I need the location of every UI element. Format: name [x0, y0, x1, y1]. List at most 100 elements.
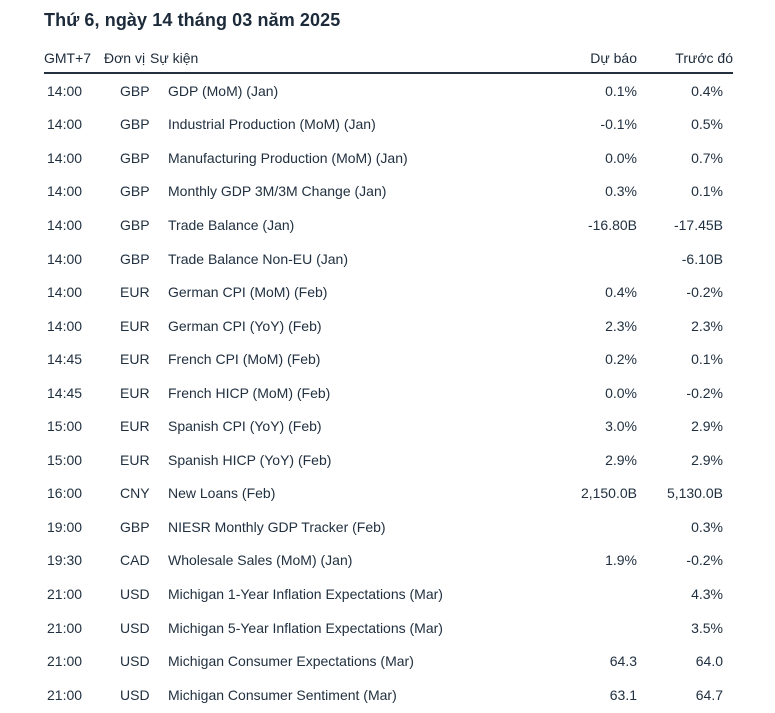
table-row[interactable]: 16:00 CNY New Loans (Feb) 2,150.0B 5,130… [47, 477, 723, 511]
event-forecast-value: -0.1% [600, 116, 637, 133]
event-name: Michigan Consumer Expectations (Mar) [168, 653, 414, 670]
table-row[interactable]: 14:00 GBP GDP (MoM) (Jan) 0.1% 0.4% [47, 74, 723, 108]
event-previous-value: 64.0 [695, 653, 723, 670]
event-name: Michigan Consumer Sentiment (Mar) [168, 686, 397, 703]
event-forecast-value: 63.1 [609, 686, 637, 703]
event-forecast-value: -16.80B [587, 216, 637, 233]
event-currency: GBP [120, 116, 150, 133]
event-forecast-value: 0.0% [605, 149, 637, 166]
event-time: 21:00 [47, 619, 83, 636]
event-previous-value: -0.2% [686, 552, 723, 569]
event-name: Industrial Production (MoM) (Jan) [168, 116, 376, 133]
event-forecast-value: 0.4% [605, 284, 637, 301]
table-row[interactable]: 14:00 GBP Trade Balance (Jan) -16.80B -1… [47, 208, 723, 242]
table-row[interactable]: 21:00 USD Michigan 5-Year Inflation Expe… [47, 611, 723, 645]
table-row[interactable]: 14:00 GBP Manufacturing Production (MoM)… [47, 141, 723, 175]
table-row[interactable]: 19:30 CAD Wholesale Sales (MoM) (Jan) 1.… [47, 544, 723, 578]
event-forecast-value: 2.3% [605, 317, 637, 334]
event-currency: EUR [120, 384, 150, 401]
event-name: Spanish HICP (YoY) (Feb) [168, 451, 332, 468]
table-row[interactable]: 14:00 EUR German CPI (YoY) (Feb) 2.3% 2.… [47, 309, 723, 343]
event-previous-value: 0.1% [691, 351, 723, 368]
table-row[interactable]: 14:00 GBP Industrial Production (MoM) (J… [47, 108, 723, 142]
event-currency: GBP [120, 149, 150, 166]
event-currency: GBP [120, 250, 150, 267]
event-time: 21:00 [47, 653, 83, 670]
event-forecast-value: 0.1% [605, 82, 637, 99]
event-name: New Loans (Feb) [168, 485, 276, 502]
table-row[interactable]: 14:45 EUR French HICP (MoM) (Feb) 0.0% -… [47, 376, 723, 410]
event-previous-value: 0.7% [691, 149, 723, 166]
event-name: GDP (MoM) (Jan) [168, 82, 279, 99]
event-previous-value: 3.5% [691, 619, 723, 636]
event-forecast-value: 0.0% [605, 384, 637, 401]
event-forecast-value: 0.2% [605, 351, 637, 368]
event-currency: EUR [120, 351, 150, 368]
table-row[interactable]: 14:45 EUR French CPI (MoM) (Feb) 0.2% 0.… [47, 342, 723, 376]
calendar-table-body: 14:00 GBP GDP (MoM) (Jan) 0.1% 0.4% 14:0… [47, 74, 723, 711]
event-time: 14:00 [47, 250, 83, 267]
event-time: 14:00 [47, 317, 83, 334]
event-name: Trade Balance Non-EU (Jan) [168, 250, 349, 267]
column-header-event: Sự kiện [150, 50, 199, 66]
event-previous-value: 2.3% [691, 317, 723, 334]
event-currency: USD [120, 686, 150, 703]
table-row[interactable]: 21:00 USD Michigan 1-Year Inflation Expe… [47, 577, 723, 611]
event-forecast-value: 2,150.0B [580, 485, 637, 502]
event-currency: GBP [120, 183, 150, 200]
column-header-currency: Đơn vị [104, 50, 146, 66]
table-row[interactable]: 21:00 USD Michigan Consumer Sentiment (M… [47, 678, 723, 712]
event-time: 14:45 [47, 351, 83, 368]
event-name: Michigan 1-Year Inflation Expectations (… [168, 585, 443, 602]
event-currency: EUR [120, 451, 150, 468]
event-previous-value: 4.3% [691, 585, 723, 602]
column-header-previous: Trước đó [675, 50, 733, 66]
event-previous-value: 64.7 [695, 686, 723, 703]
event-time: 14:00 [47, 149, 83, 166]
table-row[interactable]: 14:00 GBP Trade Balance Non-EU (Jan) -6.… [47, 242, 723, 276]
event-time: 19:00 [47, 518, 83, 535]
event-forecast-value: 1.9% [605, 552, 637, 569]
event-name: German CPI (YoY) (Feb) [168, 317, 322, 334]
event-time: 15:00 [47, 418, 83, 435]
column-header-forecast: Dự báo [590, 50, 637, 66]
event-previous-value: 2.9% [691, 418, 723, 435]
event-time: 19:30 [47, 552, 83, 569]
table-row[interactable]: 15:00 EUR Spanish HICP (YoY) (Feb) 2.9% … [47, 443, 723, 477]
event-forecast-value: 64.3 [609, 653, 637, 670]
event-forecast-value: 0.3% [605, 183, 637, 200]
event-name: Manufacturing Production (MoM) (Jan) [168, 149, 408, 166]
event-name: German CPI (MoM) (Feb) [168, 284, 328, 301]
event-currency: EUR [120, 418, 150, 435]
event-forecast-value: 3.0% [605, 418, 637, 435]
event-previous-value: -0.2% [686, 384, 723, 401]
event-forecast-value: 2.9% [605, 451, 637, 468]
table-row[interactable]: 15:00 EUR Spanish CPI (YoY) (Feb) 3.0% 2… [47, 409, 723, 443]
table-row[interactable]: 21:00 USD Michigan Consumer Expectations… [47, 644, 723, 678]
event-time: 21:00 [47, 585, 83, 602]
event-name: Monthly GDP 3M/3M Change (Jan) [168, 183, 387, 200]
event-currency: GBP [120, 216, 150, 233]
event-currency: CAD [120, 552, 150, 569]
event-time: 16:00 [47, 485, 83, 502]
event-name: French CPI (MoM) (Feb) [168, 351, 321, 368]
event-previous-value: 0.1% [691, 183, 723, 200]
table-row[interactable]: 19:00 GBP NIESR Monthly GDP Tracker (Feb… [47, 510, 723, 544]
event-currency: USD [120, 653, 150, 670]
table-row[interactable]: 14:00 EUR German CPI (MoM) (Feb) 0.4% -0… [47, 275, 723, 309]
event-previous-value: -6.10B [681, 250, 723, 267]
event-previous-value: -17.45B [673, 216, 723, 233]
event-name: Wholesale Sales (MoM) (Jan) [168, 552, 353, 569]
event-previous-value: 0.3% [691, 518, 723, 535]
event-previous-value: 0.5% [691, 116, 723, 133]
event-name: Michigan 5-Year Inflation Expectations (… [168, 619, 443, 636]
event-previous-value: 2.9% [691, 451, 723, 468]
event-currency: GBP [120, 82, 150, 99]
event-name: Spanish CPI (YoY) (Feb) [168, 418, 322, 435]
event-time: 14:00 [47, 284, 83, 301]
table-row[interactable]: 14:00 GBP Monthly GDP 3M/3M Change (Jan)… [47, 175, 723, 209]
page-title: Thứ 6, ngày 14 tháng 03 năm 2025 [44, 10, 341, 30]
event-currency: CNY [120, 485, 150, 502]
event-currency: GBP [120, 518, 150, 535]
